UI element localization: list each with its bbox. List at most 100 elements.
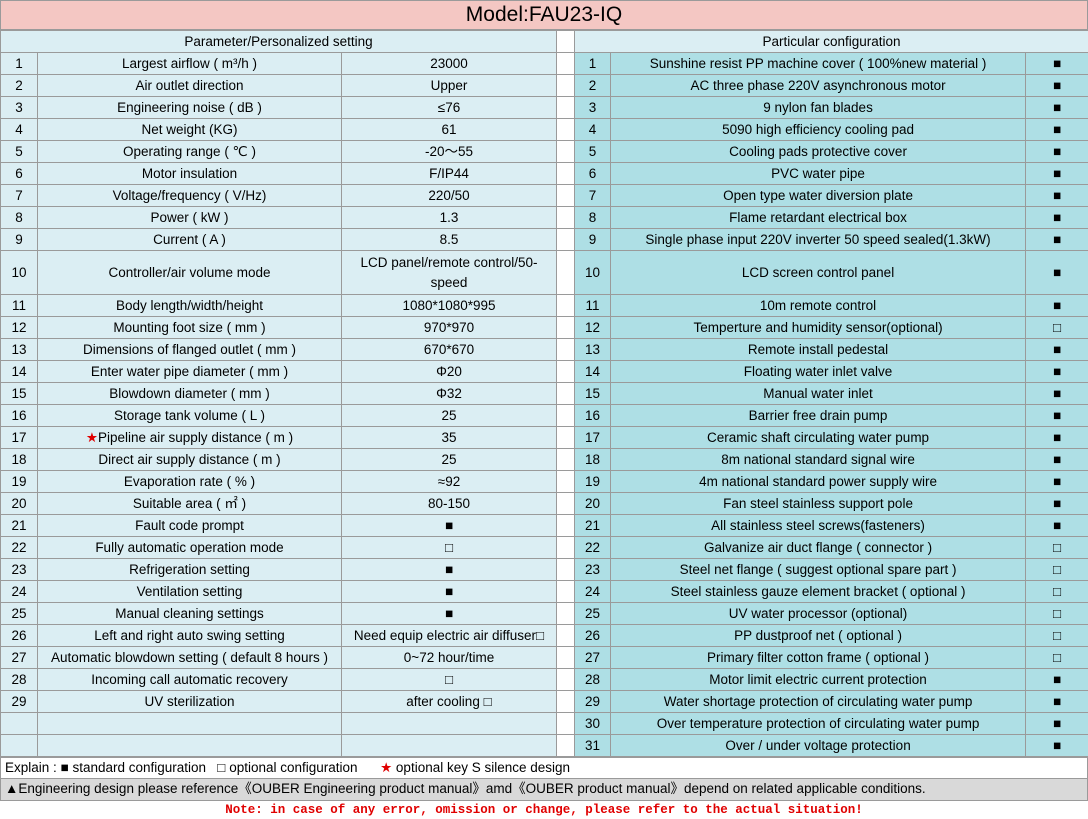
left-param-label: Automatic blowdown setting ( default 8 h… <box>51 650 328 665</box>
left-param-value: F/IP44 <box>342 163 557 185</box>
left-param-name <box>38 713 342 735</box>
right-config-symbol: ■ <box>1026 361 1088 383</box>
right-row-number: 31 <box>575 735 611 757</box>
left-param-value: Φ20 <box>342 361 557 383</box>
left-param-label: Engineering noise ( dB ) <box>117 100 262 115</box>
column-gap <box>557 251 575 295</box>
left-param-value: 970*970 <box>342 317 557 339</box>
left-param-name: Operating range ( ℃ ) <box>38 141 342 163</box>
left-param-value: 25 <box>342 449 557 471</box>
left-row-number: 15 <box>1 383 38 405</box>
right-config-name: UV water processor (optional) <box>611 603 1026 625</box>
right-row-number: 23 <box>575 559 611 581</box>
left-row-number: 9 <box>1 229 38 251</box>
right-row-number: 10 <box>575 251 611 295</box>
right-config-symbol: □ <box>1026 581 1088 603</box>
left-row-number: 4 <box>1 119 38 141</box>
left-param-label: Air outlet direction <box>135 78 243 93</box>
left-param-label: Power ( kW ) <box>150 210 228 225</box>
right-config-symbol: ■ <box>1026 383 1088 405</box>
right-config-name: Single phase input 220V inverter 50 spee… <box>611 229 1026 251</box>
right-row-number: 26 <box>575 625 611 647</box>
left-param-label: Voltage/frequency ( V/Hz) <box>113 188 267 203</box>
right-config-symbol: ■ <box>1026 163 1088 185</box>
star-icon: ★ <box>86 430 98 445</box>
left-param-name: Suitable area ( ㎡ ) <box>38 493 342 515</box>
right-config-name: Galvanize air duct flange ( connector ) <box>611 537 1026 559</box>
left-param-label: Left and right auto swing setting <box>94 628 285 643</box>
right-config-name: Ceramic shaft circulating water pump <box>611 427 1026 449</box>
right-config-name: Over / under voltage protection <box>611 735 1026 757</box>
left-param-label: Evaporation rate ( % ) <box>124 474 255 489</box>
right-config-symbol: ■ <box>1026 471 1088 493</box>
left-param-name: Controller/air volume mode <box>38 251 342 295</box>
left-param-label: Controller/air volume mode <box>108 265 270 280</box>
right-config-symbol: ■ <box>1026 185 1088 207</box>
left-param-name: Fault code prompt <box>38 515 342 537</box>
left-param-value <box>342 735 557 757</box>
left-param-value: 80-150 <box>342 493 557 515</box>
left-param-value: □ <box>342 537 557 559</box>
right-config-name: 4m national standard power supply wire <box>611 471 1026 493</box>
left-param-label: Ventilation setting <box>137 584 243 599</box>
left-row-number: 26 <box>1 625 38 647</box>
column-gap <box>557 185 575 207</box>
left-row-number: 23 <box>1 559 38 581</box>
left-param-value <box>342 713 557 735</box>
left-param-label: Fault code prompt <box>135 518 244 533</box>
left-param-name: Mounting foot size ( mm ) <box>38 317 342 339</box>
right-row-number: 21 <box>575 515 611 537</box>
right-row-number: 18 <box>575 449 611 471</box>
left-param-label: Net weight (KG) <box>141 122 237 137</box>
right-config-symbol: ■ <box>1026 691 1088 713</box>
column-gap <box>557 405 575 427</box>
left-param-name: Current ( A ) <box>38 229 342 251</box>
right-config-symbol: ■ <box>1026 229 1088 251</box>
left-param-name: Dimensions of flanged outlet ( mm ) <box>38 339 342 361</box>
left-param-value: 1080*1080*995 <box>342 295 557 317</box>
left-row-number: 6 <box>1 163 38 185</box>
right-row-number: 8 <box>575 207 611 229</box>
left-param-name: Fully automatic operation mode <box>38 537 342 559</box>
left-row-number: 17 <box>1 427 38 449</box>
star-icon: ★ <box>380 760 392 775</box>
right-row-number: 4 <box>575 119 611 141</box>
left-row-number: 12 <box>1 317 38 339</box>
left-param-value: -20～55 <box>342 141 557 163</box>
right-row-number: 25 <box>575 603 611 625</box>
right-row-number: 19 <box>575 471 611 493</box>
left-row-number: 21 <box>1 515 38 537</box>
left-param-label: Pipeline air supply distance ( m ) <box>98 430 293 445</box>
left-param-label: Incoming call automatic recovery <box>91 672 288 687</box>
left-param-value: ■ <box>342 515 557 537</box>
left-param-label: Largest airflow ( m³/h ) <box>122 56 257 71</box>
right-config-name: PVC water pipe <box>611 163 1026 185</box>
right-row-number: 27 <box>575 647 611 669</box>
right-config-name: 9 nylon fan blades <box>611 97 1026 119</box>
left-param-name: Engineering noise ( dB ) <box>38 97 342 119</box>
column-gap <box>557 581 575 603</box>
left-row-number: 14 <box>1 361 38 383</box>
right-row-number: 20 <box>575 493 611 515</box>
left-param-name: Manual cleaning settings <box>38 603 342 625</box>
left-row-number: 7 <box>1 185 38 207</box>
left-param-label: UV sterilization <box>144 694 234 709</box>
right-config-symbol: □ <box>1026 537 1088 559</box>
left-param-label: Current ( A ) <box>153 232 226 247</box>
left-param-label: Mounting foot size ( mm ) <box>113 320 265 335</box>
left-row-number: 28 <box>1 669 38 691</box>
left-row-number: 2 <box>1 75 38 97</box>
right-config-symbol: □ <box>1026 559 1088 581</box>
right-row-number: 2 <box>575 75 611 97</box>
right-config-name: 5090 high efficiency cooling pad <box>611 119 1026 141</box>
right-config-name: All stainless steel screws(fasteners) <box>611 515 1026 537</box>
left-param-name: Blowdown diameter ( mm ) <box>38 383 342 405</box>
left-param-value: □ <box>342 669 557 691</box>
